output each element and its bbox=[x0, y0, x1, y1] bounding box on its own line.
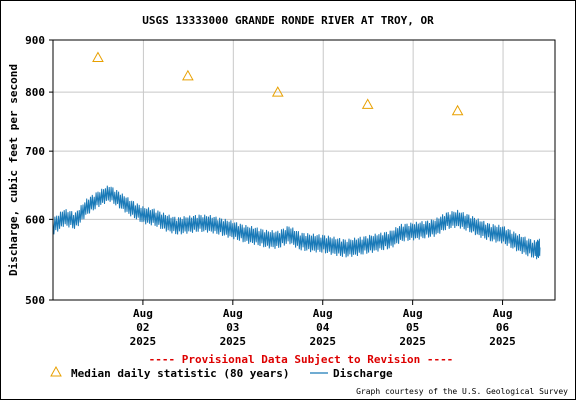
median-marker bbox=[451, 104, 464, 116]
median-marker bbox=[182, 69, 194, 81]
legend-median-triangle-icon bbox=[50, 365, 62, 377]
discharge-series bbox=[52, 185, 541, 260]
x-tick-label: Aug bbox=[403, 307, 423, 320]
x-tick-label: 2025 bbox=[220, 335, 247, 348]
x-tick-label: 2025 bbox=[399, 335, 426, 348]
legend: Median daily statistic (80 years) Discha… bbox=[50, 365, 393, 380]
x-tick-label: Aug bbox=[133, 307, 153, 320]
y-tick-label: 700 bbox=[25, 145, 45, 158]
median-series bbox=[92, 51, 464, 116]
x-tick-label: Aug bbox=[223, 307, 243, 320]
x-tick-label: 2025 bbox=[489, 335, 516, 348]
grid-lines bbox=[53, 39, 555, 301]
legend-discharge-label: Discharge bbox=[333, 367, 393, 380]
y-axis-ticks: 900 800 700 600 500 bbox=[25, 34, 53, 307]
credit-text: Graph courtesy of the U.S. Geological Su… bbox=[356, 387, 568, 396]
x-tick-label: Aug bbox=[493, 307, 513, 320]
legend-median-label: Median daily statistic (80 years) bbox=[71, 367, 290, 380]
plot-area-border bbox=[52, 39, 556, 301]
x-tick-label: 2025 bbox=[130, 335, 157, 348]
median-marker bbox=[271, 86, 284, 97]
y-tick-label: 500 bbox=[25, 294, 45, 307]
y-tick-label: 900 bbox=[25, 34, 45, 47]
y-tick-label: 800 bbox=[25, 86, 45, 99]
x-axis-ticks: Aug022025Aug032025Aug042025Aug052025Aug0… bbox=[130, 300, 516, 348]
x-tick-label: 03 bbox=[226, 321, 239, 334]
provisional-notice: ---- Provisional Data Subject to Revisio… bbox=[149, 353, 454, 366]
x-tick-label: 05 bbox=[406, 321, 419, 334]
x-tick-label: 02 bbox=[136, 321, 149, 334]
median-marker bbox=[361, 98, 374, 109]
x-tick-label: 04 bbox=[316, 321, 330, 334]
x-tick-label: 2025 bbox=[309, 335, 336, 348]
y-tick-label: 600 bbox=[25, 213, 45, 226]
discharge-line bbox=[52, 185, 541, 260]
median-marker bbox=[92, 51, 104, 63]
y-axis-label: Discharge, cubic feet per second bbox=[7, 64, 20, 276]
chart-title: USGS 13333000 GRANDE RONDE RIVER AT TROY… bbox=[142, 14, 434, 27]
x-tick-label: 06 bbox=[496, 321, 510, 334]
x-tick-label: Aug bbox=[313, 307, 333, 320]
